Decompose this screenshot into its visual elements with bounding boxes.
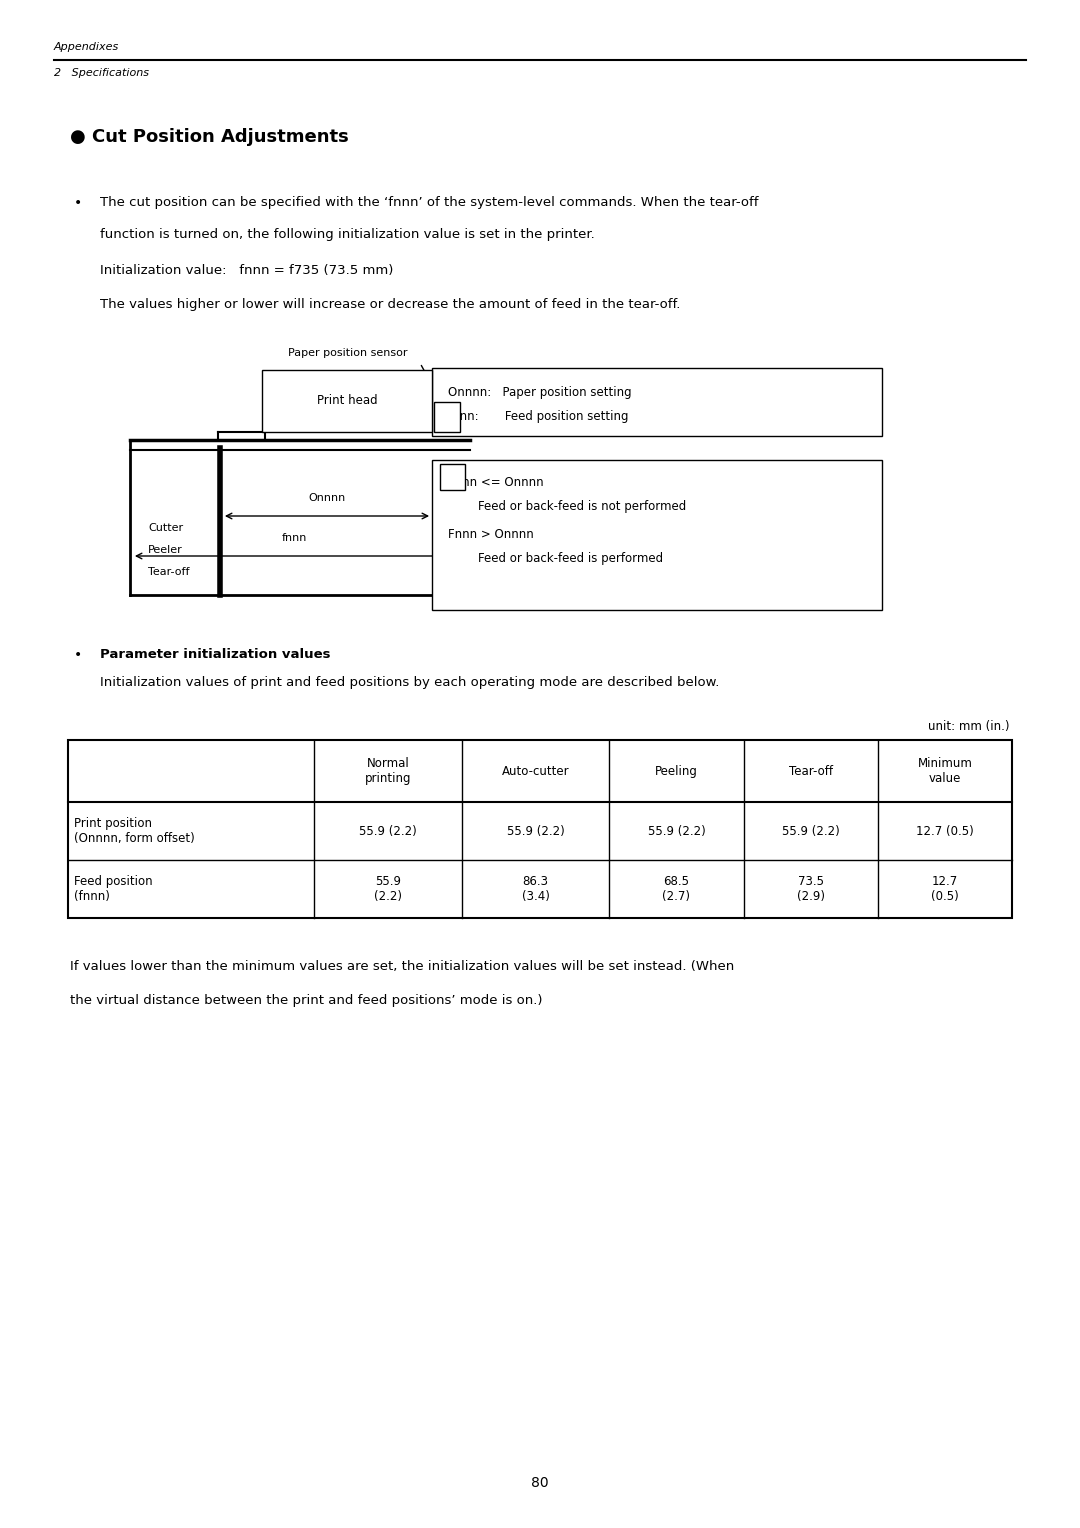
Text: 55.9 (2.2): 55.9 (2.2): [648, 825, 705, 837]
Bar: [432, 368, 882, 435]
Text: Paper position sensor: Paper position sensor: [288, 348, 408, 358]
Text: Normal
printing: Normal printing: [365, 756, 411, 785]
Text: The cut position can be specified with the ‘fnnn’ of the system-level commands. : The cut position can be specified with t…: [100, 196, 758, 209]
Text: Fnnn <= Onnnn: Fnnn <= Onnnn: [448, 477, 543, 489]
Bar: [68, 740, 1012, 918]
Text: Onnnn: Onnnn: [309, 494, 346, 503]
Text: Tear-off: Tear-off: [788, 764, 833, 778]
Text: 68.5
(2.7): 68.5 (2.7): [662, 876, 690, 903]
Text: 55.9 (2.2): 55.9 (2.2): [782, 825, 839, 837]
Text: 12.7
(0.5): 12.7 (0.5): [931, 876, 959, 903]
Text: Tear-off: Tear-off: [148, 567, 189, 578]
Text: Feed or back-feed is performed: Feed or back-feed is performed: [448, 552, 663, 565]
Text: Peeling: Peeling: [654, 764, 698, 778]
Text: •: •: [75, 196, 82, 209]
Text: fnnn:       Feed position setting: fnnn: Feed position setting: [448, 410, 629, 423]
Text: ● Cut Position Adjustments: ● Cut Position Adjustments: [70, 128, 349, 147]
Text: unit: mm (in.): unit: mm (in.): [929, 720, 1010, 733]
Text: 73.5
(2.9): 73.5 (2.9): [797, 876, 825, 903]
Text: function is turned on, the following initialization value is set in the printer.: function is turned on, the following ini…: [100, 228, 595, 241]
Text: 55.9
(2.2): 55.9 (2.2): [374, 876, 402, 903]
Text: Fnnn > Onnnn: Fnnn > Onnnn: [448, 529, 534, 541]
Text: Appendixes: Appendixes: [54, 41, 119, 52]
Bar: [440, 465, 465, 490]
Text: The values higher or lower will increase or decrease the amount of feed in the t: The values higher or lower will increase…: [100, 298, 680, 312]
Text: Peeler: Peeler: [148, 545, 183, 555]
Text: 2   Specifications: 2 Specifications: [54, 69, 149, 78]
Text: Onnnn:   Paper position setting: Onnnn: Paper position setting: [448, 387, 632, 399]
Text: Print head: Print head: [316, 394, 377, 408]
Text: fnnn: fnnn: [281, 533, 307, 542]
Text: Auto-cutter: Auto-cutter: [502, 764, 569, 778]
Bar: [434, 402, 460, 432]
Text: •: •: [75, 648, 82, 662]
Bar: [262, 370, 432, 432]
Bar: [432, 460, 882, 610]
Text: Initialization value:   fnnn = f735 (73.5 mm): Initialization value: fnnn = f735 (73.5 …: [100, 264, 393, 277]
Text: Cutter: Cutter: [148, 523, 184, 533]
Text: 80: 80: [531, 1476, 549, 1490]
Text: 55.9 (2.2): 55.9 (2.2): [507, 825, 565, 837]
Text: If values lower than the minimum values are set, the initialization values will : If values lower than the minimum values …: [70, 960, 734, 973]
Text: the virtual distance between the print and feed positions’ mode is on.): the virtual distance between the print a…: [70, 995, 542, 1007]
Text: 86.3
(3.4): 86.3 (3.4): [522, 876, 550, 903]
Text: 55.9 (2.2): 55.9 (2.2): [359, 825, 417, 837]
Text: 12.7 (0.5): 12.7 (0.5): [916, 825, 974, 837]
Text: Minimum
value: Minimum value: [917, 756, 972, 785]
Text: Feed or back-feed is not performed: Feed or back-feed is not performed: [448, 500, 686, 513]
Text: Initialization values of print and feed positions by each operating mode are des: Initialization values of print and feed …: [100, 675, 719, 689]
Text: Feed position
(fnnn): Feed position (fnnn): [75, 876, 152, 903]
Text: Print position
(Onnnn, form offset): Print position (Onnnn, form offset): [75, 817, 194, 845]
Text: Parameter initialization values: Parameter initialization values: [100, 648, 330, 662]
